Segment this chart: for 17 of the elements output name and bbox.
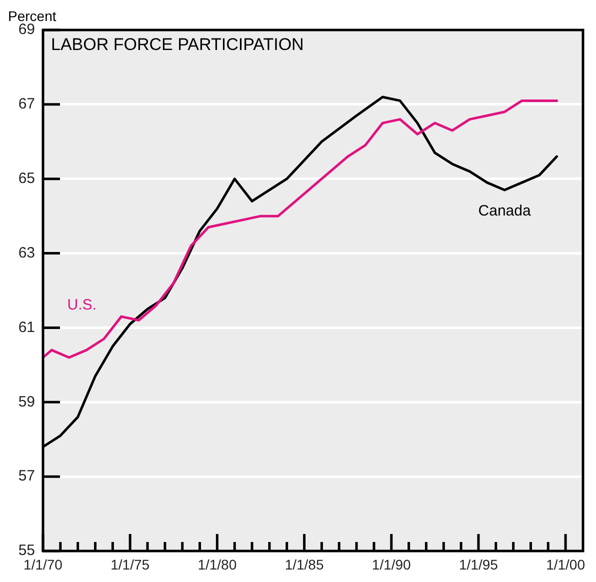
x-tick-label: 1/1/00 — [546, 556, 586, 572]
x-tick-label: 1/1/85 — [284, 556, 324, 572]
x-tick-label: 1/1/90 — [372, 556, 412, 572]
x-tick-label: 1/1/75 — [110, 556, 150, 572]
y-tick-label: 59 — [18, 393, 35, 410]
y-tick-label: 57 — [18, 468, 35, 485]
series-label: U.S. — [67, 296, 96, 314]
x-tick-label: 1/1/95 — [458, 556, 498, 572]
y-tick-label: 67 — [18, 96, 35, 113]
series-label: Canada — [478, 202, 532, 220]
y-tick-label: 61 — [18, 318, 35, 336]
y-tick-label: 63 — [18, 244, 35, 262]
x-tick-label: 1/1/80 — [198, 556, 237, 572]
chart-title: LABOR FORCE PARTICIPATION — [51, 35, 304, 54]
y-tick-label: 69 — [18, 21, 35, 38]
y-tick-label: 65 — [18, 170, 35, 187]
y-axis-title: Percent — [8, 8, 56, 24]
